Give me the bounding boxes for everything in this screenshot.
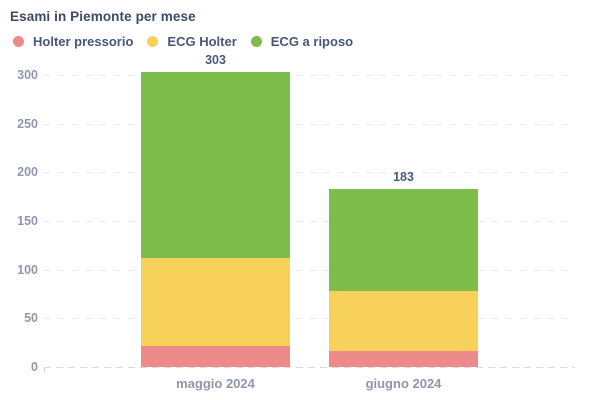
y-axis-tick-label: 0 — [31, 359, 38, 374]
bar-segment-holter-pressorio[interactable] — [329, 351, 478, 367]
legend-item-ecg-a-riposo[interactable]: ECG a riposo — [250, 34, 354, 49]
y-axis-tick — [44, 368, 45, 372]
legend-item-holter-pressorio[interactable]: Holter pressorio — [13, 34, 133, 49]
bar-segment-ecg-a-riposo[interactable] — [141, 72, 290, 258]
bar-segment-ecg-holter[interactable] — [141, 257, 290, 346]
y-axis-tick-label: 200 — [17, 165, 38, 180]
legend-item-label: Holter pressorio — [33, 34, 134, 49]
legend-marker-icon — [13, 36, 24, 47]
gridline-y-300 — [44, 75, 575, 76]
legend-marker-icon — [250, 36, 262, 47]
legend-item-ecg-holter[interactable]: ECG Holter — [147, 34, 237, 49]
y-axis-tick-label: 100 — [17, 262, 38, 277]
bar-segment-holter-pressorio[interactable] — [141, 345, 290, 367]
gridline-y-100 — [44, 269, 575, 271]
y-axis-tick-label: 250 — [17, 116, 38, 131]
bar-segment-ecg-a-riposo[interactable] — [329, 188, 478, 292]
gridline-y-200 — [44, 172, 575, 174]
gridline-y-0 — [44, 367, 575, 368]
bar-segment-ecg-holter[interactable] — [329, 291, 478, 352]
y-axis-tick-label: 150 — [17, 213, 38, 228]
y-axis-tick-label: 50 — [24, 311, 38, 326]
gridline-y-50 — [44, 318, 575, 320]
chart-legend: Holter pressorio ECG Holter ECG a riposo — [13, 34, 353, 49]
bar-total-label: 303 — [205, 53, 226, 68]
gridline-y-150 — [44, 221, 575, 222]
gridline-y-250 — [44, 123, 575, 125]
legend-marker-icon — [147, 36, 159, 47]
x-axis-category-label: giugno 2024 — [365, 376, 442, 391]
bar-total-label: 183 — [393, 169, 414, 184]
x-axis-category-label: maggio 2024 — [176, 376, 255, 391]
legend-item-label: ECG a riposo — [270, 34, 354, 49]
y-axis-tick-label: 300 — [17, 67, 38, 82]
chart-title: Esami in Piemonte per mese — [10, 9, 196, 24]
legend-item-label: ECG Holter — [167, 34, 237, 49]
